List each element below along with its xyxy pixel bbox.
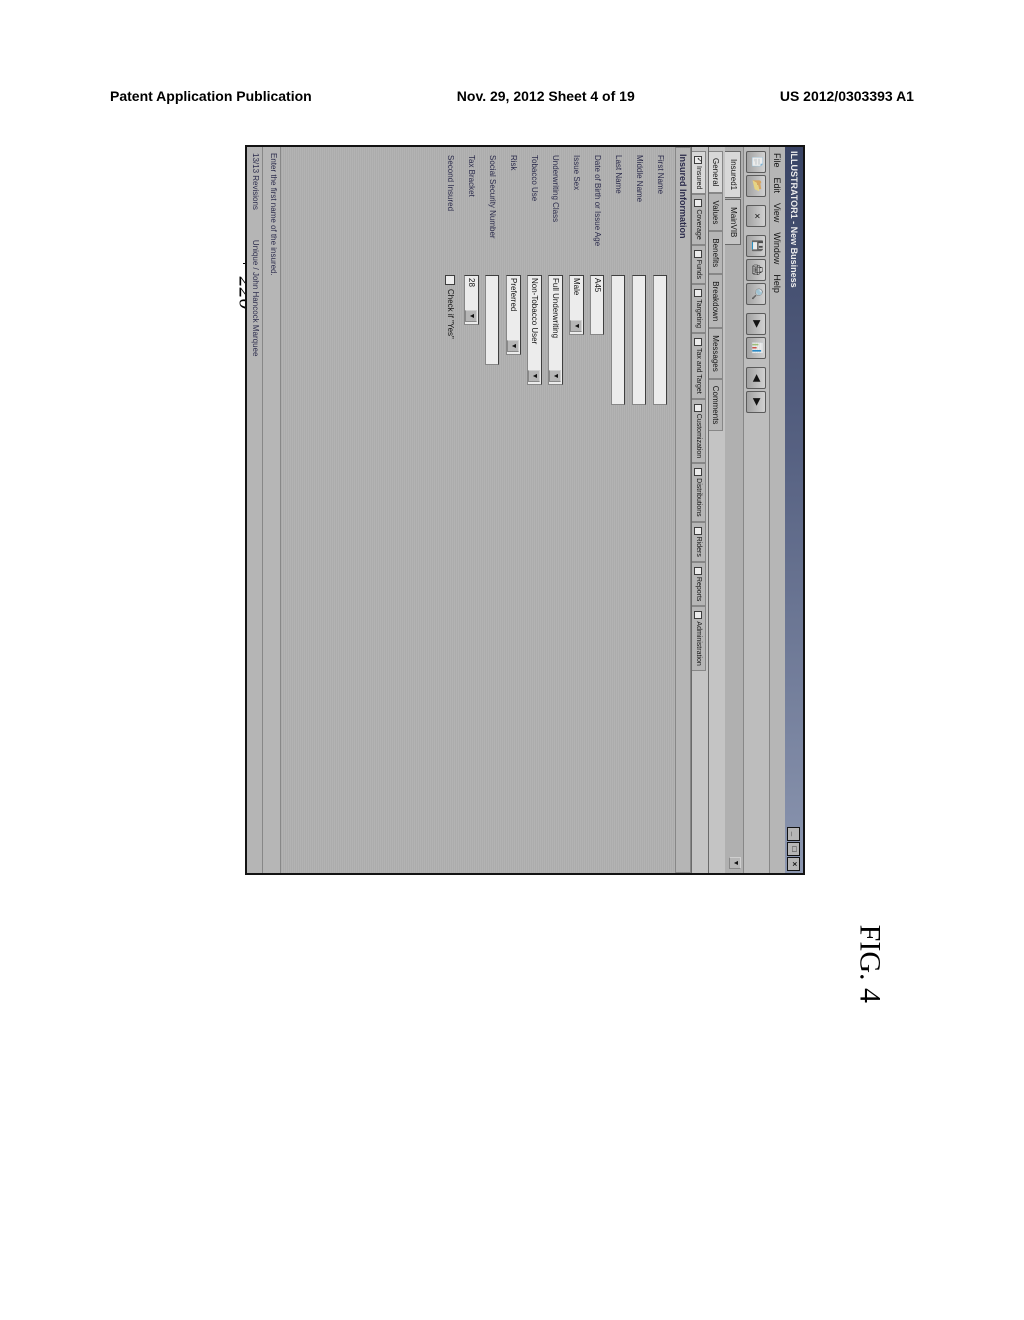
- header-right: US 2012/0303393 A1: [780, 88, 914, 104]
- ctab-insured[interactable]: Insured: [692, 151, 706, 194]
- chevron-down-icon: ▼: [529, 370, 541, 382]
- label-underwriting: Underwriting Class: [551, 155, 560, 275]
- checkbox-icon: [695, 156, 703, 164]
- label-risk: Risk: [509, 155, 518, 275]
- first-name-field[interactable]: [654, 275, 668, 405]
- last-name-field[interactable]: [612, 275, 626, 405]
- second-insured-check-label: Check if "Yes": [446, 289, 455, 339]
- toolbar-close-icon[interactable]: ×: [747, 205, 767, 227]
- document-tabs: Insured1 MainVIB ▼: [725, 147, 743, 873]
- toolbar-preview-icon[interactable]: 🔍: [747, 283, 767, 305]
- ctab-customization[interactable]: Customization: [692, 399, 706, 463]
- form-area: First Name Middle Name Last Name Date of…: [281, 147, 675, 873]
- titlebar: ILLUSTRATOR1 - New Business _ □ ×: [785, 147, 803, 873]
- checkbox-icon: [695, 468, 703, 476]
- underwriting-select[interactable]: Full Underwriting▼: [548, 275, 563, 385]
- risk-select[interactable]: Preferred▼: [506, 275, 521, 355]
- close-icon[interactable]: ×: [788, 857, 801, 871]
- menu-file[interactable]: File: [773, 153, 783, 168]
- label-second-insured: Second Insured: [446, 155, 455, 275]
- tab-values[interactable]: Values: [709, 193, 723, 231]
- ctab-reports[interactable]: Reports: [692, 562, 706, 607]
- chevron-down-icon: ▼: [550, 370, 562, 382]
- toolbar-new-icon[interactable]: 📄: [747, 151, 767, 173]
- ctab-targeting[interactable]: Targeting: [692, 284, 706, 333]
- checkbox-icon: [695, 567, 703, 575]
- chevron-down-icon: ▼: [508, 340, 520, 352]
- checkbox-icon: [695, 250, 703, 258]
- dob-field[interactable]: [591, 275, 605, 335]
- label-middle-name: Middle Name: [635, 155, 644, 275]
- label-tax: Tax Bracket: [467, 155, 476, 275]
- ctab-coverage[interactable]: Coverage: [692, 194, 706, 244]
- checkbox-icon: [695, 199, 703, 207]
- status-hint: Enter the first name of the insured.: [265, 153, 278, 276]
- status-bar: 13/13 Revisions Unique / John Hancock Ma…: [247, 147, 263, 873]
- label-ssn: Social Security Number: [488, 155, 497, 275]
- tab-insured1[interactable]: Insured1: [725, 151, 741, 198]
- tab-general[interactable]: General: [709, 151, 723, 193]
- toolbar-print-icon[interactable]: 🖨: [747, 259, 767, 281]
- tax-select[interactable]: 28▼: [464, 275, 479, 325]
- ctab-tax[interactable]: Tax and Target: [692, 333, 706, 399]
- chevron-down-icon: ▼: [466, 310, 478, 322]
- toolbar-run-icon[interactable]: ▶: [747, 313, 767, 335]
- maximize-icon[interactable]: □: [788, 842, 801, 856]
- toolbar: 📄 📂 × 💾 🖨 🔍 ▶ 📊 ◀ ▶: [743, 147, 769, 873]
- menu-view[interactable]: View: [773, 203, 783, 222]
- middle-name-field[interactable]: [633, 275, 647, 405]
- checkbox-icon: [695, 338, 703, 346]
- status-revisions: 13/13 Revisions: [249, 153, 260, 210]
- ctab-funds[interactable]: Funds: [692, 245, 706, 284]
- label-tobacco: Tobacco Use: [530, 155, 539, 275]
- toolbar-next-icon[interactable]: ▶: [747, 391, 767, 413]
- config-tabs: Insured Coverage Funds Targeting Tax and…: [691, 147, 708, 873]
- tab-benefits[interactable]: Benefits: [709, 231, 723, 274]
- minimize-icon[interactable]: _: [788, 827, 801, 841]
- menubar: File Edit View Window Help: [769, 147, 785, 873]
- status-hint-bar: Enter the first name of the insured.: [263, 147, 281, 873]
- label-issue-sex: Issue Sex: [572, 155, 581, 275]
- toolbar-open-icon[interactable]: 📂: [747, 175, 767, 197]
- window-title: ILLUSTRATOR1 - New Business: [789, 151, 799, 288]
- second-insured-checkbox[interactable]: [446, 275, 456, 285]
- chevron-down-icon: ▼: [571, 320, 583, 332]
- header-center: Nov. 29, 2012 Sheet 4 of 19: [457, 88, 635, 104]
- ssn-field[interactable]: [486, 275, 500, 365]
- label-last-name: Last Name: [614, 155, 623, 275]
- section-header: Insured Information: [675, 147, 691, 873]
- ctab-riders[interactable]: Riders: [692, 522, 706, 562]
- tobacco-select[interactable]: Non-Tobacco User▼: [527, 275, 542, 385]
- ctab-distributions[interactable]: Distributions: [692, 463, 706, 522]
- toolbar-chart-icon[interactable]: 📊: [747, 337, 767, 359]
- label-first-name: First Name: [656, 155, 665, 275]
- toolbar-prev-icon[interactable]: ◀: [747, 367, 767, 389]
- tab-messages[interactable]: Messages: [709, 328, 723, 378]
- tab-scroll-icon[interactable]: ▼: [729, 857, 741, 869]
- ctab-admin[interactable]: Administration: [692, 606, 706, 670]
- menu-help[interactable]: Help: [773, 274, 783, 293]
- menu-edit[interactable]: Edit: [773, 178, 783, 194]
- label-dob: Date of Birth or Issue Age: [593, 155, 602, 275]
- toolbar-save-icon[interactable]: 💾: [747, 235, 767, 257]
- app-screenshot: ILLUSTRATOR1 - New Business _ □ × File E…: [245, 145, 805, 875]
- tab-mainvib[interactable]: MainVIB: [725, 199, 741, 245]
- menu-window[interactable]: Window: [773, 232, 783, 264]
- checkbox-icon: [695, 289, 703, 297]
- tab-breakdown[interactable]: Breakdown: [709, 274, 723, 328]
- header-left: Patent Application Publication: [110, 88, 312, 104]
- status-product: Unique / John Hancock Marquee: [249, 240, 260, 357]
- checkbox-icon: [695, 404, 703, 412]
- checkbox-icon: [695, 611, 703, 619]
- checkbox-icon: [695, 527, 703, 535]
- figure-caption: FIG. 4: [852, 925, 886, 1003]
- tab-comments[interactable]: Comments: [709, 379, 723, 432]
- issue-sex-select[interactable]: Male▼: [569, 275, 584, 335]
- inner-tabs: General Values Benefits Breakdown Messag…: [708, 147, 725, 873]
